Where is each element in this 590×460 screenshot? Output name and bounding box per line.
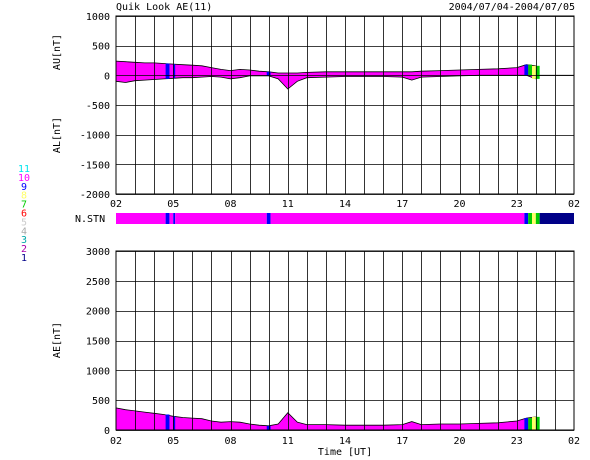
ae-y-ticks: 3000 2500 2000 1500 1000 500 0 [86, 247, 110, 437]
station-overlay-bottom [266, 425, 271, 430]
al-series-area [116, 75, 536, 89]
station-overlay-bottom [528, 418, 533, 430]
y-tick-label: -1500 [80, 160, 110, 171]
station-segment [165, 213, 170, 224]
y-tick-label: 500 [92, 42, 110, 53]
station-segment [539, 213, 574, 224]
legend-entry: 4 [21, 226, 27, 237]
x-tick-label: 17 [396, 436, 408, 447]
y-tick-label: -2000 [80, 190, 110, 201]
legend-entry: 5 [21, 217, 27, 228]
x-tick-label: 14 [339, 199, 351, 210]
station-segment [175, 213, 267, 224]
station-overlay-bottom [165, 414, 170, 430]
x-tick-label: 02 [110, 199, 122, 210]
au-axis-label: AU[nT] [52, 34, 63, 70]
station-overlay-top [524, 64, 529, 76]
au-al-panel: 1000 500 0 -500 -1000 -1500 -2000 02 05 08 11 14 17… [52, 12, 580, 210]
y-tick-label: 1000 [86, 366, 110, 377]
x-tick-label: 02 [568, 199, 580, 210]
ae-grid [115, 250, 575, 431]
plot-frame [115, 15, 575, 195]
station-segment [270, 213, 525, 224]
x-tick-label: 17 [396, 199, 408, 210]
x-tick-label: 11 [282, 199, 294, 210]
al-axis-label: AL[nT] [52, 117, 63, 153]
x-tick-label: 20 [453, 199, 465, 210]
y-tick-label: -500 [86, 101, 110, 112]
x-tick-label: 14 [339, 436, 351, 447]
y-tick-label: 1500 [86, 337, 110, 348]
ae-series-area [116, 407, 536, 430]
station-segment [266, 213, 271, 224]
legend-entry: 8 [21, 191, 27, 202]
station-segment [535, 213, 540, 224]
y-tick-label: 2000 [86, 307, 110, 318]
station-strip-segments [116, 213, 574, 224]
y-tick-label: 500 [92, 396, 110, 407]
station-segment [169, 213, 174, 224]
date-range: 2004/07/04-2004/07/05 [449, 2, 575, 13]
x-tick-label: 02 [110, 436, 122, 447]
legend-entry: 10 [18, 173, 30, 184]
x-axis-label: Time [UT] [318, 447, 372, 458]
y-tick-label: 0 [104, 426, 110, 437]
station-strip: N.STN [75, 213, 574, 225]
legend-entry: 1 [21, 253, 27, 264]
x-tick-label: 20 [453, 436, 465, 447]
station-overlay-top [528, 64, 533, 76]
legend-entry: 3 [21, 235, 27, 246]
station-strip-label: N.STN [75, 214, 105, 225]
x-tick-label: 05 [167, 436, 179, 447]
y-tick-label: 0 [104, 71, 110, 82]
legend-entry: 9 [21, 182, 27, 193]
station-segment [524, 213, 529, 224]
au-series-line [115, 60, 536, 74]
ae-axis-label: AE[nT] [52, 322, 63, 358]
x-tick-label: 02 [568, 436, 580, 447]
ae-fill [115, 407, 540, 430]
station-overlay-top [535, 65, 540, 79]
x-tick-label: 05 [167, 199, 179, 210]
station-overlay-bottom [173, 416, 176, 430]
station-overlay-top [173, 64, 176, 79]
chart-title: Quik Look AE(11) [116, 2, 212, 13]
x-tick-label: 08 [224, 199, 236, 210]
legend-entry: 6 [21, 209, 27, 220]
al-series-line [115, 74, 536, 90]
station-segment [116, 213, 166, 224]
au-al-x-ticks: 02 05 08 11 14 17 20 23 02 [110, 199, 580, 210]
x-tick-label: 08 [224, 436, 236, 447]
x-tick-label: 23 [511, 199, 523, 210]
y-tick-label: 1000 [86, 12, 110, 23]
station-overlay-bottom [535, 416, 540, 430]
station-overlay-bottom [524, 418, 529, 430]
station-overlay-top [165, 63, 170, 79]
au-al-y-ticks: 1000 500 0 -500 -1000 -1500 -2000 [80, 12, 110, 201]
au-al-fill [115, 60, 574, 90]
station-overlay-top [532, 65, 536, 79]
x-tick-label: 23 [511, 436, 523, 447]
station-segment [528, 213, 533, 224]
legend-entry: 11 [18, 164, 30, 175]
legend-entry: 7 [21, 200, 27, 211]
plot-frame [115, 250, 575, 431]
station-segment [173, 213, 176, 224]
y-tick-label: 2500 [86, 277, 110, 288]
legend-entry: 2 [21, 244, 27, 255]
station-segment [532, 213, 536, 224]
ae-x-ticks: 02 05 08 11 14 17 20 23 02 [110, 436, 580, 447]
au-al-grid [115, 15, 575, 195]
x-tick-label: 11 [282, 436, 294, 447]
y-tick-label: -1000 [80, 131, 110, 142]
ae-panel: 3000 2500 2000 1500 1000 500 0 02 05 08 11 14 17 20 2… [52, 247, 580, 458]
au-series-area [116, 61, 536, 76]
y-tick-label: 3000 [86, 247, 110, 258]
station-overlay-top [266, 71, 271, 76]
station-overlay-bottom [532, 416, 536, 430]
ae-series-line [115, 407, 536, 427]
